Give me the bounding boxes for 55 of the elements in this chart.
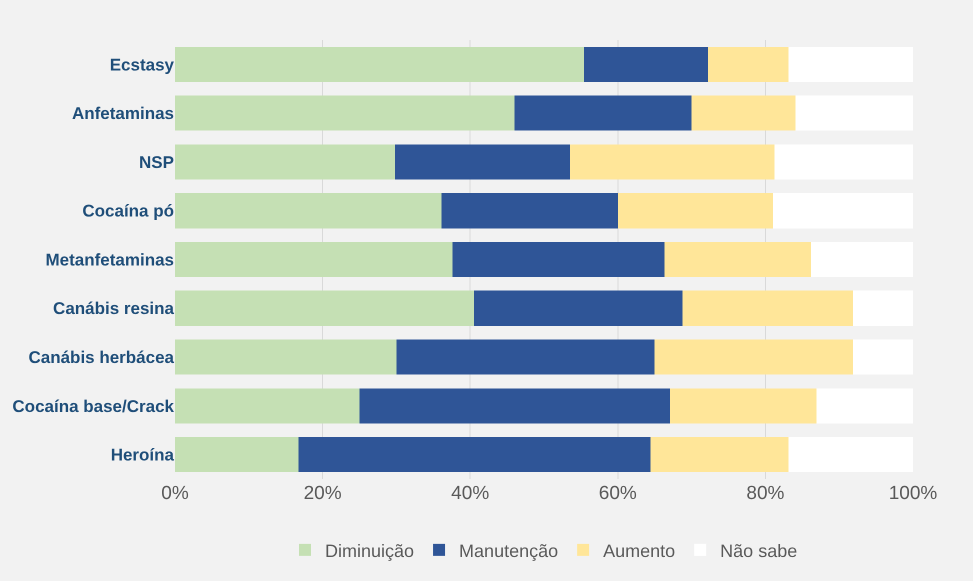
bar xyxy=(708,46,788,82)
bar xyxy=(474,290,683,326)
bar xyxy=(796,96,913,131)
legend-label: Diminuição xyxy=(325,540,414,561)
y-tick-label: NSP xyxy=(139,152,174,172)
bar xyxy=(584,46,708,82)
x-tick-label: 100% xyxy=(888,483,938,504)
bar xyxy=(360,388,670,424)
bar xyxy=(682,290,854,326)
bar xyxy=(811,242,913,278)
legend-label: Não sabe xyxy=(720,540,798,561)
bar xyxy=(853,290,913,326)
bar xyxy=(853,340,913,375)
bar xyxy=(774,144,913,180)
bar xyxy=(788,437,913,472)
bar xyxy=(452,242,664,278)
y-tick-label: Cocaína base/Crack xyxy=(12,396,175,416)
bar xyxy=(441,193,618,228)
bar xyxy=(175,46,584,82)
bar xyxy=(298,437,650,472)
bar xyxy=(692,96,796,131)
bar xyxy=(175,193,442,228)
bar xyxy=(175,290,474,326)
y-tick-label: Anfetaminas xyxy=(72,104,174,124)
bar xyxy=(664,242,812,278)
bar xyxy=(175,340,396,375)
bar xyxy=(816,388,913,424)
bar xyxy=(514,96,692,131)
bar xyxy=(175,96,514,131)
y-tick-label: Heroína xyxy=(110,446,175,465)
bar xyxy=(772,193,913,228)
bar xyxy=(175,437,298,472)
bar xyxy=(570,144,774,180)
x-tick-label: 40% xyxy=(451,483,490,504)
x-tick-label: 60% xyxy=(598,483,637,504)
x-tick-label: 20% xyxy=(304,483,342,504)
x-tick-label: 80% xyxy=(746,483,785,504)
bar xyxy=(650,437,788,472)
bar xyxy=(175,388,360,424)
bar xyxy=(654,340,854,375)
bar xyxy=(788,46,913,82)
bar xyxy=(670,388,816,424)
bar xyxy=(175,144,395,180)
legend-label: Aumento xyxy=(603,540,676,561)
y-tick-label: Cocaína pó xyxy=(82,202,174,221)
y-tick-label: Metanfetaminas xyxy=(46,250,174,270)
x-tick-label: 0% xyxy=(161,483,189,504)
legend-label: Manutenção xyxy=(459,540,558,561)
y-tick-label: Ecstasy xyxy=(110,55,175,74)
bar xyxy=(175,242,452,278)
y-tick-label: Canábis resina xyxy=(53,299,175,318)
bar xyxy=(618,193,773,228)
bar xyxy=(396,340,655,375)
y-tick-label: Canábis herbácea xyxy=(28,348,175,368)
bar xyxy=(394,144,570,180)
